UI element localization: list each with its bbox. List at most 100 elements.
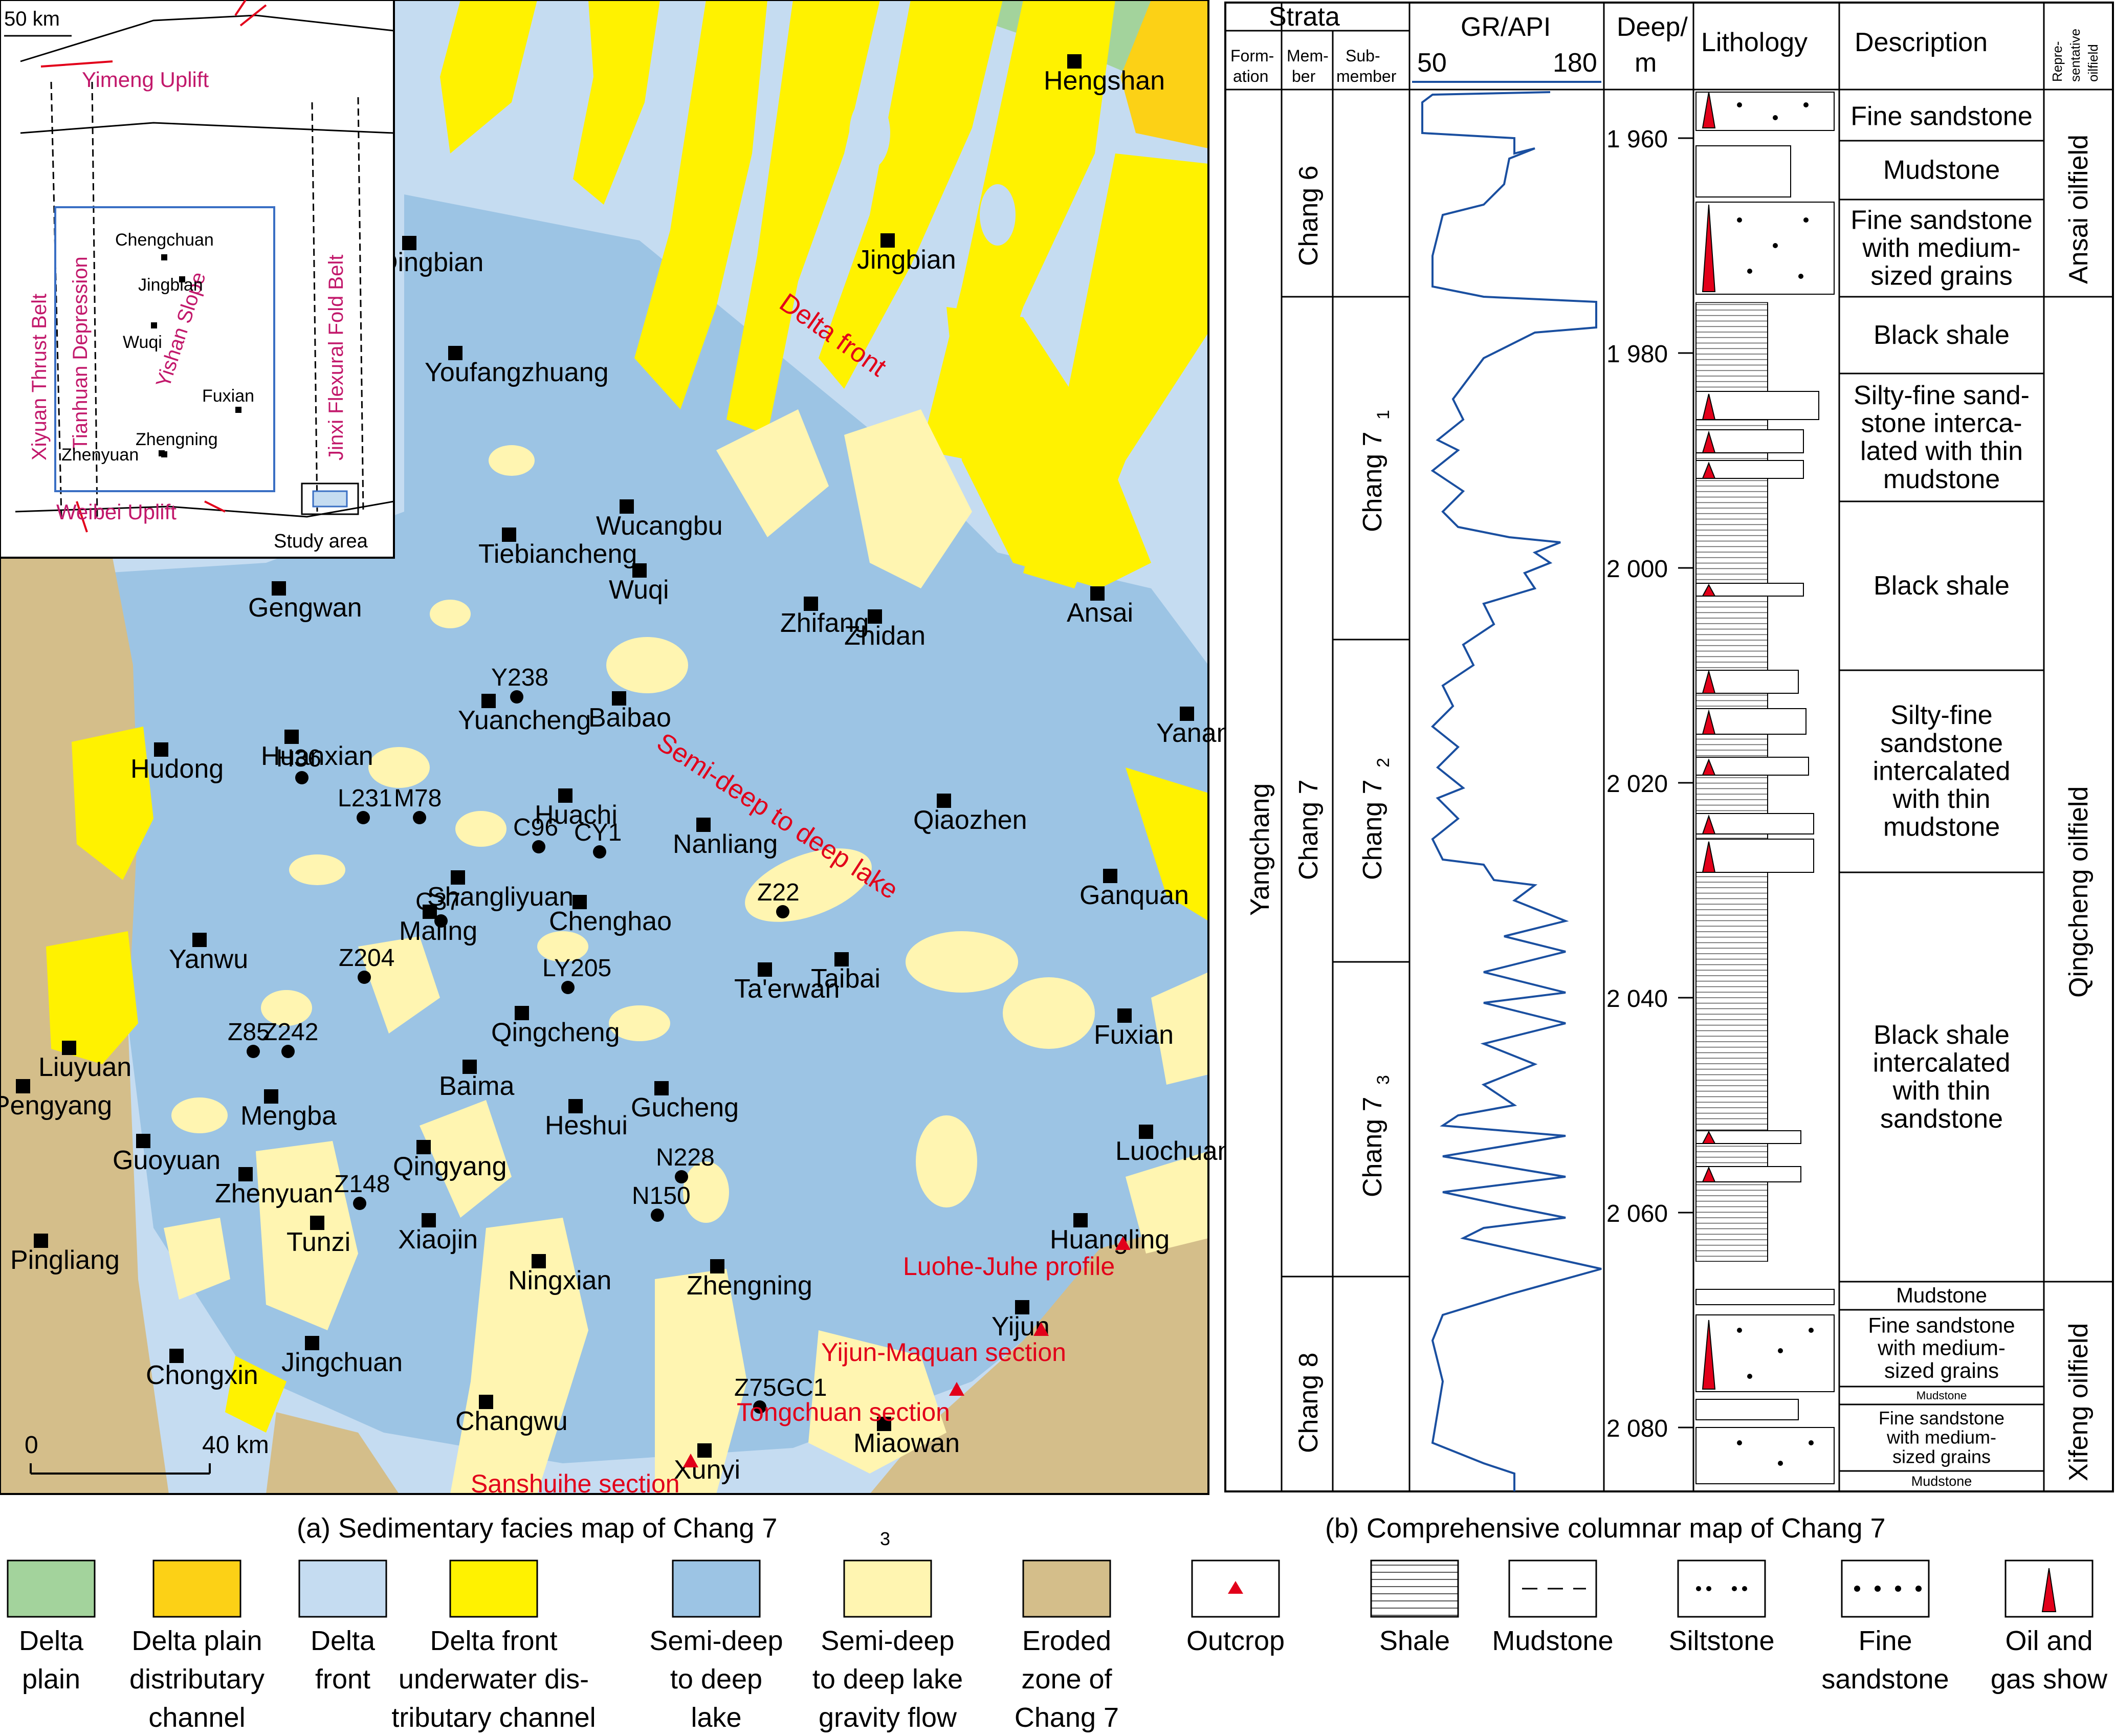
sandstone-pattern xyxy=(1915,1586,1922,1592)
well-label: Z204 xyxy=(339,944,394,972)
description-text: Silty-fine sand- xyxy=(1854,381,2030,410)
legend-label: distributary xyxy=(129,1664,265,1695)
inset-city: Jingbian xyxy=(138,275,203,295)
description-text: Black shale xyxy=(1874,320,2010,350)
inset-belt-xiyuan: Xiyuan Thrust Belt xyxy=(28,294,51,460)
description-text: with thin xyxy=(1892,784,1991,814)
lithology-column xyxy=(1695,92,1835,1484)
submember-subscript: 3 xyxy=(1374,1075,1393,1085)
header-member: Mem- xyxy=(1287,47,1329,65)
description-text: with medium- xyxy=(1886,1427,1996,1448)
city-marker xyxy=(238,1167,253,1181)
outcrop-label: Yijun-Maquan section xyxy=(821,1338,1066,1367)
legend-label: Outcrop xyxy=(1186,1625,1285,1656)
city-label: Qingcheng xyxy=(491,1018,620,1047)
legend-swatch xyxy=(7,1559,96,1618)
city-marker xyxy=(654,1081,669,1095)
legend-label: plain xyxy=(22,1664,80,1695)
city-marker xyxy=(1073,1213,1088,1227)
city-label: Nanliang xyxy=(673,829,778,859)
inset-belt-jinxi: Jinxi Flexural Fold Belt xyxy=(325,255,347,460)
description-text: with medium- xyxy=(1862,233,2020,263)
columnar-section: Strata Form- ation Mem- ber Sub- member … xyxy=(1224,2,2114,1492)
header-oilfield-2: sentative xyxy=(2067,29,2083,82)
legend-swatch xyxy=(1022,1559,1111,1618)
outcrop-marker xyxy=(1033,1322,1049,1336)
legend-label: Chang 7 xyxy=(1015,1702,1119,1733)
caption-a-sub: 3 xyxy=(880,1528,890,1549)
city-label: Yanan xyxy=(1156,718,1231,748)
outcrop-markers: Luohe-Juhe profile Yijun-Maquan section To… xyxy=(471,1236,1131,1498)
city-label: Tiebiancheng xyxy=(478,539,637,569)
inset-uplift-yimeng: Yimeng Uplift xyxy=(82,68,209,92)
outcrop-marker xyxy=(683,1454,698,1467)
legend-label: Siltstone xyxy=(1668,1625,1774,1656)
well-label: Z242 xyxy=(262,1019,318,1046)
city-label: Yuancheng xyxy=(458,706,591,735)
legend-label: sandstone xyxy=(1821,1664,1949,1695)
siltstone-pattern xyxy=(1696,1586,1701,1591)
legend-swatch xyxy=(843,1559,932,1618)
outcrop-label: Sanshuihe section xyxy=(471,1469,680,1498)
scale-zero: 0 xyxy=(25,1432,38,1459)
header-gr-min: 50 xyxy=(1417,48,1447,78)
well-label: M78 xyxy=(394,785,442,812)
sandstone-pattern xyxy=(1854,1586,1860,1592)
city-label: Xunyi xyxy=(674,1455,740,1485)
city-marker xyxy=(834,952,849,966)
city-label: Dingbian xyxy=(379,248,483,277)
member-chang7: Chang 7 xyxy=(1294,779,1324,880)
city-label: Liuyuan xyxy=(38,1052,131,1082)
city-marker xyxy=(264,1089,278,1104)
city-label: Pengyang xyxy=(0,1091,112,1120)
well-marker xyxy=(753,1400,766,1414)
city-label: Changwu xyxy=(455,1407,568,1436)
city-label: Huanxian xyxy=(261,741,373,771)
oilfield-ansai: Ansai oilfield xyxy=(2064,135,2094,284)
description-text: Fine sandstone xyxy=(1879,1408,2004,1429)
header-strata: Strata xyxy=(1269,2,1340,32)
description-text: Fine sandstone xyxy=(1850,101,2033,131)
city-label: Jingchuan xyxy=(281,1348,403,1377)
city-label: Pingliang xyxy=(10,1245,120,1275)
depth-tick-label: 2 060 xyxy=(1606,1200,1668,1227)
city-label: Zhidan xyxy=(844,621,926,651)
city-label: Yanwu xyxy=(169,944,248,974)
city-label: Qiaozhen xyxy=(913,805,1027,835)
inset-city: Zhengning xyxy=(136,430,218,449)
legend-swatch xyxy=(672,1559,761,1618)
legend: Delta plain Delta plain distributary channel… xyxy=(7,1559,2108,1733)
city-marker xyxy=(568,1099,583,1113)
submember-label: Chang 7 xyxy=(1358,1096,1387,1197)
member-chang8: Chang 8 xyxy=(1294,1352,1324,1453)
description-text: sandstone xyxy=(1880,729,2003,758)
city-label: Mengba xyxy=(240,1101,337,1131)
eroded-zone-south xyxy=(266,1218,1208,1494)
well-label: CY1 xyxy=(574,819,622,846)
description-text: sized grains xyxy=(1892,1446,1991,1467)
submember-chang73: Chang 7 3 xyxy=(1358,1075,1393,1197)
header-gr-max: 180 xyxy=(1553,48,1597,78)
city-marker xyxy=(710,1259,724,1273)
city-marker xyxy=(272,581,286,596)
city-marker xyxy=(1067,54,1082,69)
legend-lithology-swatch xyxy=(1677,1559,1766,1618)
caption-b: (b) Comprehensive columnar map of Chang … xyxy=(1325,1513,1886,1544)
description-text: lated with thin xyxy=(1860,436,2023,466)
submember-chang71: Chang 7 1 xyxy=(1358,410,1393,532)
description-text: Mudstone xyxy=(1896,1284,1987,1307)
city-marker xyxy=(620,499,634,514)
city-label: Guoyuan xyxy=(113,1146,221,1175)
city-label: Ningxian xyxy=(508,1266,611,1295)
city-marker xyxy=(422,1213,436,1227)
header-gr: GR/API xyxy=(1461,12,1551,42)
description-text: Fine sandstone xyxy=(1850,205,2033,235)
description-text: Fine sandstone xyxy=(1868,1313,2015,1337)
gr-curve xyxy=(1421,91,1602,1491)
description-text: Mudstone xyxy=(1916,1389,1967,1402)
city-marker xyxy=(612,691,626,706)
city-label: Huachi xyxy=(535,800,618,830)
submember-label: Chang 7 xyxy=(1358,431,1387,532)
description-text: with medium- xyxy=(1877,1336,2006,1360)
